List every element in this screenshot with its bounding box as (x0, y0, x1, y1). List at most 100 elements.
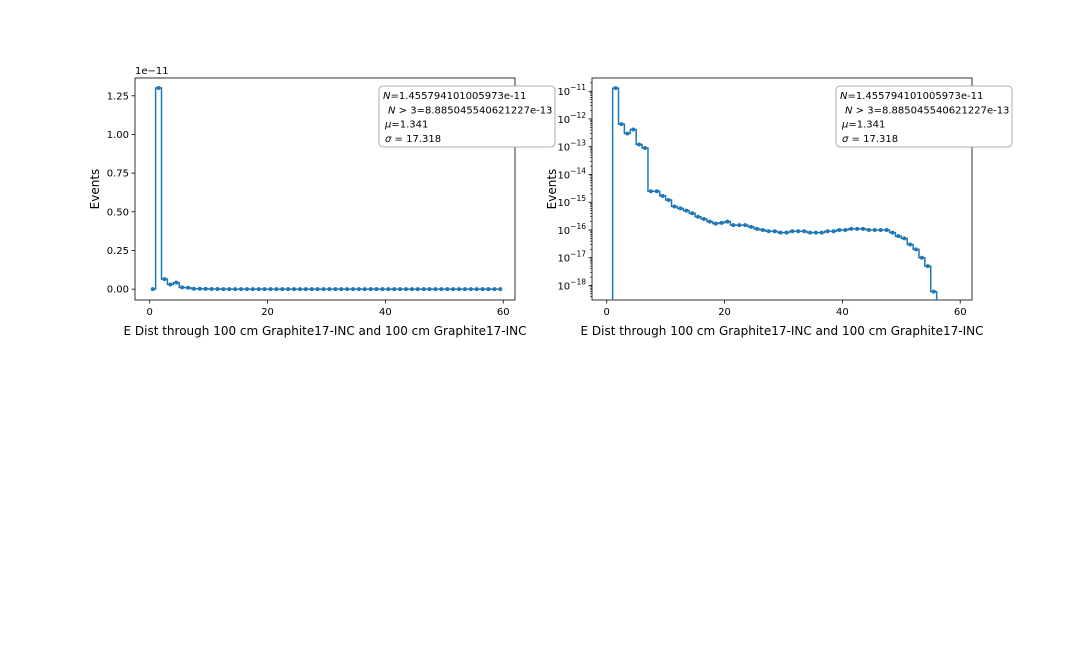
series-point (802, 229, 807, 234)
x-tick-label: 40 (379, 307, 392, 318)
series-point (297, 287, 302, 292)
series-point (262, 287, 267, 292)
y-tick-label: 1.25 (107, 91, 129, 102)
series-point (244, 287, 249, 292)
series-point (350, 287, 355, 292)
series-point (392, 287, 397, 292)
y-tick-label: 0.00 (107, 285, 129, 296)
series-point (654, 189, 659, 194)
stats-total-events: N=1.455794101005973e-11 (383, 91, 526, 102)
y-tick-label: 10−12 (557, 111, 586, 126)
stats-mean: μ=1.341 (841, 120, 885, 131)
series-point (796, 229, 801, 234)
linear-chart-panel: 0.00 0.25 0.50 0.75 1.00 1.25 0 20 40 60 1e−11 E… (88, 66, 556, 338)
series-point (168, 282, 173, 287)
series-point (660, 193, 665, 198)
series-point (896, 234, 901, 239)
series-point (492, 287, 497, 292)
series-point (427, 287, 432, 292)
x-axis-title: E Dist through 100 cm Graphite17-INC and… (123, 324, 526, 338)
x-tick-label: 40 (836, 307, 849, 318)
series-point (309, 287, 314, 292)
series-point (398, 287, 403, 292)
series-point (684, 208, 689, 213)
series-point (719, 220, 724, 225)
series-point (778, 230, 783, 235)
y-axis-ticks: 10−18 10−17 10−16 10−15 10−14 10−13 10−12 10−11 (557, 82, 592, 297)
series-point (209, 286, 214, 291)
x-tick-label: 20 (261, 307, 274, 318)
series-point (749, 224, 754, 229)
stats-events-above-3: N > 3=8.885045540621227e-13 (845, 105, 1009, 116)
series-point (890, 230, 895, 235)
series-point (156, 86, 161, 91)
series-point (855, 226, 860, 231)
series-point (191, 286, 196, 291)
y-tick-label: 1.00 (107, 130, 129, 141)
series-point (713, 221, 718, 226)
y-axis-title: Events (88, 169, 102, 210)
y-axis-offset-text: 1e−11 (135, 66, 169, 77)
series-point (760, 227, 765, 232)
x-tick-label: 20 (718, 307, 731, 318)
series-point (819, 230, 824, 235)
y-tick-label: 10−18 (557, 277, 586, 292)
y-tick-label: 10−11 (557, 83, 586, 98)
y-tick-label: 10−16 (557, 222, 586, 237)
series-point (227, 287, 232, 292)
series-point (415, 287, 420, 292)
series-point (339, 287, 344, 292)
series-point (203, 286, 208, 291)
x-tick-label: 0 (147, 307, 153, 318)
series-point (631, 127, 636, 132)
series-point (468, 287, 473, 292)
series-point (701, 216, 706, 221)
series-point (445, 287, 450, 292)
stats-total-events: N=1.455794101005973e-11 (840, 91, 983, 102)
series-point (286, 287, 291, 292)
series-point (197, 286, 202, 291)
series-point (878, 227, 883, 232)
stats-box-frame (378, 85, 556, 148)
series-point (180, 285, 185, 290)
series-point (321, 287, 326, 292)
x-tick-label: 0 (604, 307, 610, 318)
stats-sigma: σ = 17.318 (385, 134, 441, 145)
series-point (457, 287, 462, 292)
series-point (386, 287, 391, 292)
plot-frame (134, 77, 516, 301)
series-point (872, 227, 877, 232)
series-point (256, 287, 261, 292)
series-point (861, 226, 866, 231)
series-point (303, 287, 308, 292)
series-point (486, 287, 491, 292)
series-point (268, 287, 273, 292)
series-point (743, 223, 748, 228)
series-point (914, 247, 919, 252)
series-point (831, 229, 836, 234)
series-point (421, 287, 426, 292)
series-point (690, 211, 695, 216)
series-point (837, 227, 842, 232)
series-point (250, 287, 255, 292)
series-point (292, 287, 297, 292)
series-point (362, 287, 367, 292)
y-axis-ticks: 0.00 0.25 0.50 0.75 1.00 1.25 (107, 91, 135, 296)
series-point (619, 122, 624, 127)
series-point (480, 287, 485, 292)
series-point (451, 287, 456, 292)
y-tick-label: 0.75 (107, 169, 129, 180)
series-point (221, 287, 226, 292)
series-point (333, 287, 338, 292)
stats-events-above-3: N > 3=8.885045540621227e-13 (388, 105, 552, 116)
series-point (356, 287, 361, 292)
series-point (345, 287, 350, 292)
series-point (784, 230, 789, 235)
series-marks (150, 86, 503, 292)
series-point (908, 242, 913, 247)
series-point (150, 287, 155, 292)
series-point (707, 219, 712, 224)
stats-mean: μ=1.341 (384, 120, 428, 131)
series-point (186, 285, 191, 290)
